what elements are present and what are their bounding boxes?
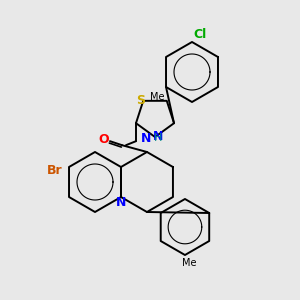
Text: N: N xyxy=(153,130,163,143)
Text: H: H xyxy=(154,133,162,143)
Text: N: N xyxy=(116,196,126,209)
Text: Me: Me xyxy=(149,92,164,102)
Text: O: O xyxy=(99,133,109,146)
Text: N: N xyxy=(141,132,151,145)
Text: Cl: Cl xyxy=(194,28,207,40)
Text: Br: Br xyxy=(47,164,63,176)
Text: S: S xyxy=(136,94,145,107)
Text: Me: Me xyxy=(182,258,196,268)
